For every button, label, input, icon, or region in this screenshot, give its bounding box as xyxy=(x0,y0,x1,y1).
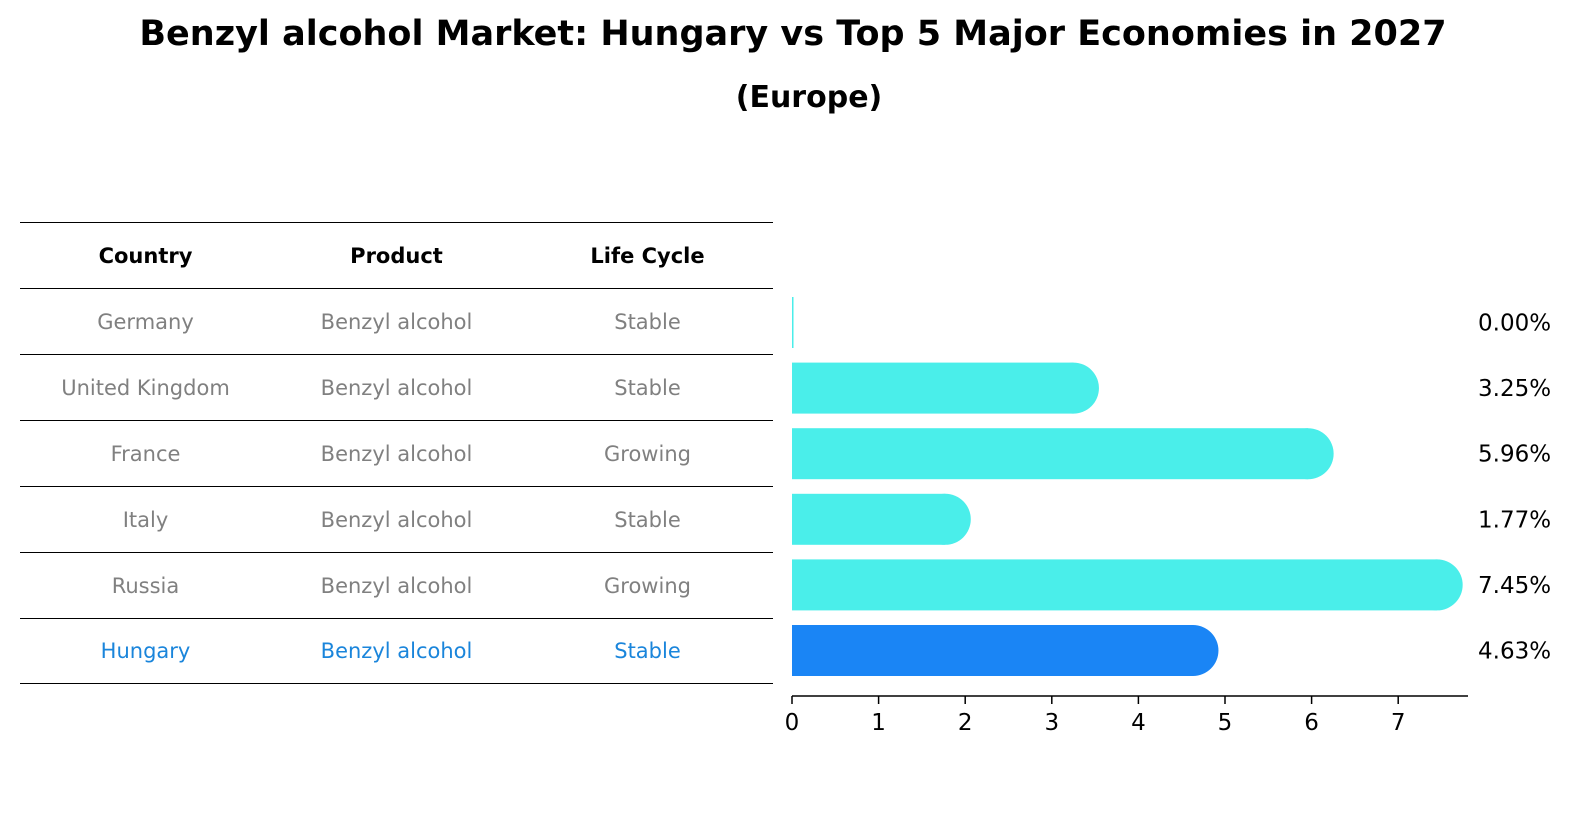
table-row-highlight: Hungary Benzyl alcohol Stable xyxy=(20,618,773,684)
table-row: Russia Benzyl alcohol Growing xyxy=(20,552,773,618)
value-label: 1.77% xyxy=(1478,507,1551,533)
product-cell: Benzyl alcohol xyxy=(320,573,473,598)
header-life-cycle: Life Cycle xyxy=(590,243,705,268)
product-cell: Benzyl alcohol xyxy=(320,507,473,532)
x-tick-label: 1 xyxy=(871,710,886,736)
table-header-row: Country Product Life Cycle xyxy=(20,222,773,288)
bar-cap xyxy=(1282,428,1334,480)
bar-cap xyxy=(919,493,971,545)
bar-germany xyxy=(792,297,794,348)
header-product: Product xyxy=(350,243,443,268)
x-tick-label: 0 xyxy=(785,710,800,736)
life-cycle-cell: Growing xyxy=(604,441,691,466)
bar-hungary xyxy=(792,625,1193,676)
bar-united-kingdom xyxy=(792,362,1074,414)
chart-subtitle: (Europe) xyxy=(735,80,883,115)
x-tick-label: 3 xyxy=(1044,710,1059,736)
country-cell: Hungary xyxy=(100,639,191,663)
life-cycle-cell: Stable xyxy=(614,507,681,532)
life-cycle-cell: Growing xyxy=(604,573,691,598)
value-label: 4.63% xyxy=(1478,639,1551,665)
country-cell: Italy xyxy=(122,507,169,532)
product-cell: Benzyl alcohol xyxy=(320,375,473,400)
x-tick-label: 4 xyxy=(1131,710,1146,736)
bar-cap xyxy=(1167,625,1219,676)
country-cell: Russia xyxy=(111,573,180,598)
table-row: Italy Benzyl alcohol Stable xyxy=(20,486,773,552)
country-cell: France xyxy=(110,441,181,466)
value-label: 5.96% xyxy=(1478,442,1551,468)
bar-france xyxy=(792,428,1309,480)
table-row: France Benzyl alcohol Growing xyxy=(20,420,773,486)
bar-cap xyxy=(1047,362,1099,414)
product-cell: Benzyl alcohol xyxy=(320,441,473,466)
table-row: Germany Benzyl alcohol Stable xyxy=(20,288,773,354)
life-cycle-cell: Stable xyxy=(614,639,681,663)
product-cell: Benzyl alcohol xyxy=(320,309,473,334)
bar-russia xyxy=(792,559,1438,611)
chart-title: Benzyl alcohol Market: Hungary vs Top 5 … xyxy=(139,14,1447,54)
x-tick-label: 2 xyxy=(958,710,973,736)
product-cell: Benzyl alcohol xyxy=(320,639,473,663)
value-label: 0.00% xyxy=(1478,311,1551,337)
x-tick-label: 6 xyxy=(1304,710,1319,736)
x-tick-label: 7 xyxy=(1391,710,1406,736)
country-cell: United Kingdom xyxy=(61,375,230,400)
bar-italy xyxy=(792,493,946,545)
life-cycle-cell: Stable xyxy=(614,375,681,400)
country-cell: Germany xyxy=(97,309,194,334)
life-cycle-cell: Stable xyxy=(614,309,681,334)
value-label: 7.45% xyxy=(1478,573,1551,599)
country-table: Country Product Life Cycle Germany Benzy… xyxy=(20,222,773,684)
x-tick-label: 5 xyxy=(1218,710,1233,736)
bar-cap xyxy=(1411,559,1463,611)
table-row: United Kingdom Benzyl alcohol Stable xyxy=(20,354,773,420)
header-country: Country xyxy=(98,243,193,268)
value-label: 3.25% xyxy=(1478,376,1551,402)
